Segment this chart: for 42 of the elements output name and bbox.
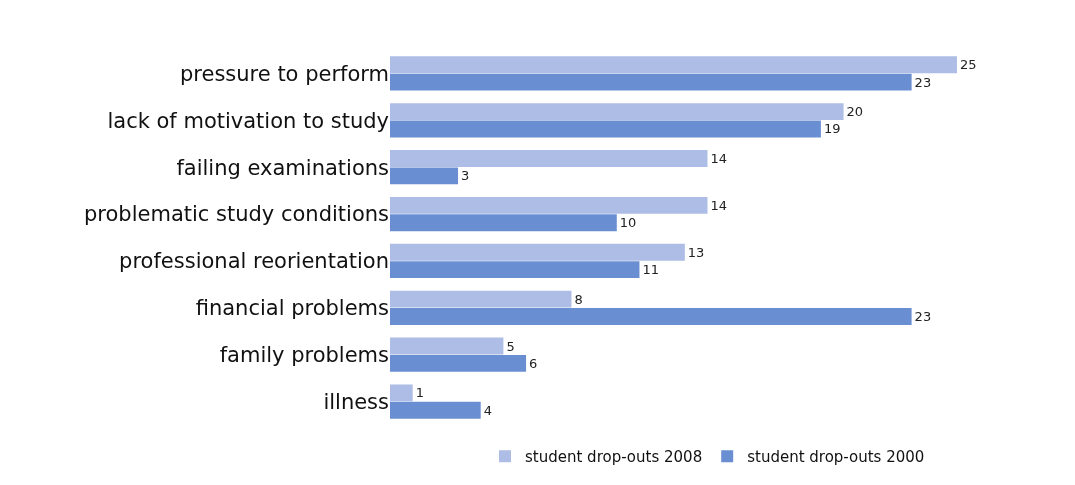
data-label: 3	[461, 168, 470, 184]
y-tick-label: problematic study conditions	[83, 202, 389, 227]
bar	[390, 354, 527, 372]
bar	[390, 290, 572, 308]
data-label: 1	[415, 385, 424, 401]
y-tick-label: illness	[323, 389, 389, 414]
y-tick-label: lack of motivation to study	[107, 108, 389, 133]
legend-label: student drop-outs 2000	[747, 448, 925, 467]
data-label: 6	[529, 355, 538, 371]
bar	[390, 384, 413, 402]
bar	[390, 243, 685, 261]
y-tick-label: failing examinations	[176, 155, 389, 180]
bar	[390, 167, 459, 185]
data-label: 11	[642, 262, 660, 278]
bar	[390, 308, 912, 325]
data-label: 14	[710, 151, 728, 167]
data-label: 23	[914, 74, 932, 90]
data-label: 19	[823, 121, 841, 137]
data-label: 13	[687, 244, 705, 260]
bar	[390, 150, 708, 167]
bar	[390, 103, 844, 121]
data-label: 8	[574, 291, 583, 307]
data-label: 5	[506, 338, 515, 354]
data-label: 4	[483, 402, 492, 418]
data-label: 25	[959, 57, 977, 73]
data-label: 23	[914, 308, 932, 324]
data-label: 20	[846, 104, 864, 120]
data-label: 10	[619, 215, 637, 231]
bar	[390, 56, 957, 74]
bar	[390, 120, 821, 138]
bar	[390, 261, 640, 279]
bar	[390, 214, 617, 232]
y-tick-label: family problems	[219, 343, 389, 368]
y-tick-label: financial problems	[195, 296, 389, 321]
data-label: 14	[710, 197, 728, 213]
bar	[390, 337, 504, 355]
y-tick-label: professional reorientation	[119, 249, 389, 274]
bar	[390, 401, 481, 419]
legend-label: student drop-outs 2008	[525, 448, 703, 467]
bar	[390, 73, 912, 91]
bar	[390, 196, 708, 214]
y-tick-label: pressure to perform	[180, 61, 389, 86]
